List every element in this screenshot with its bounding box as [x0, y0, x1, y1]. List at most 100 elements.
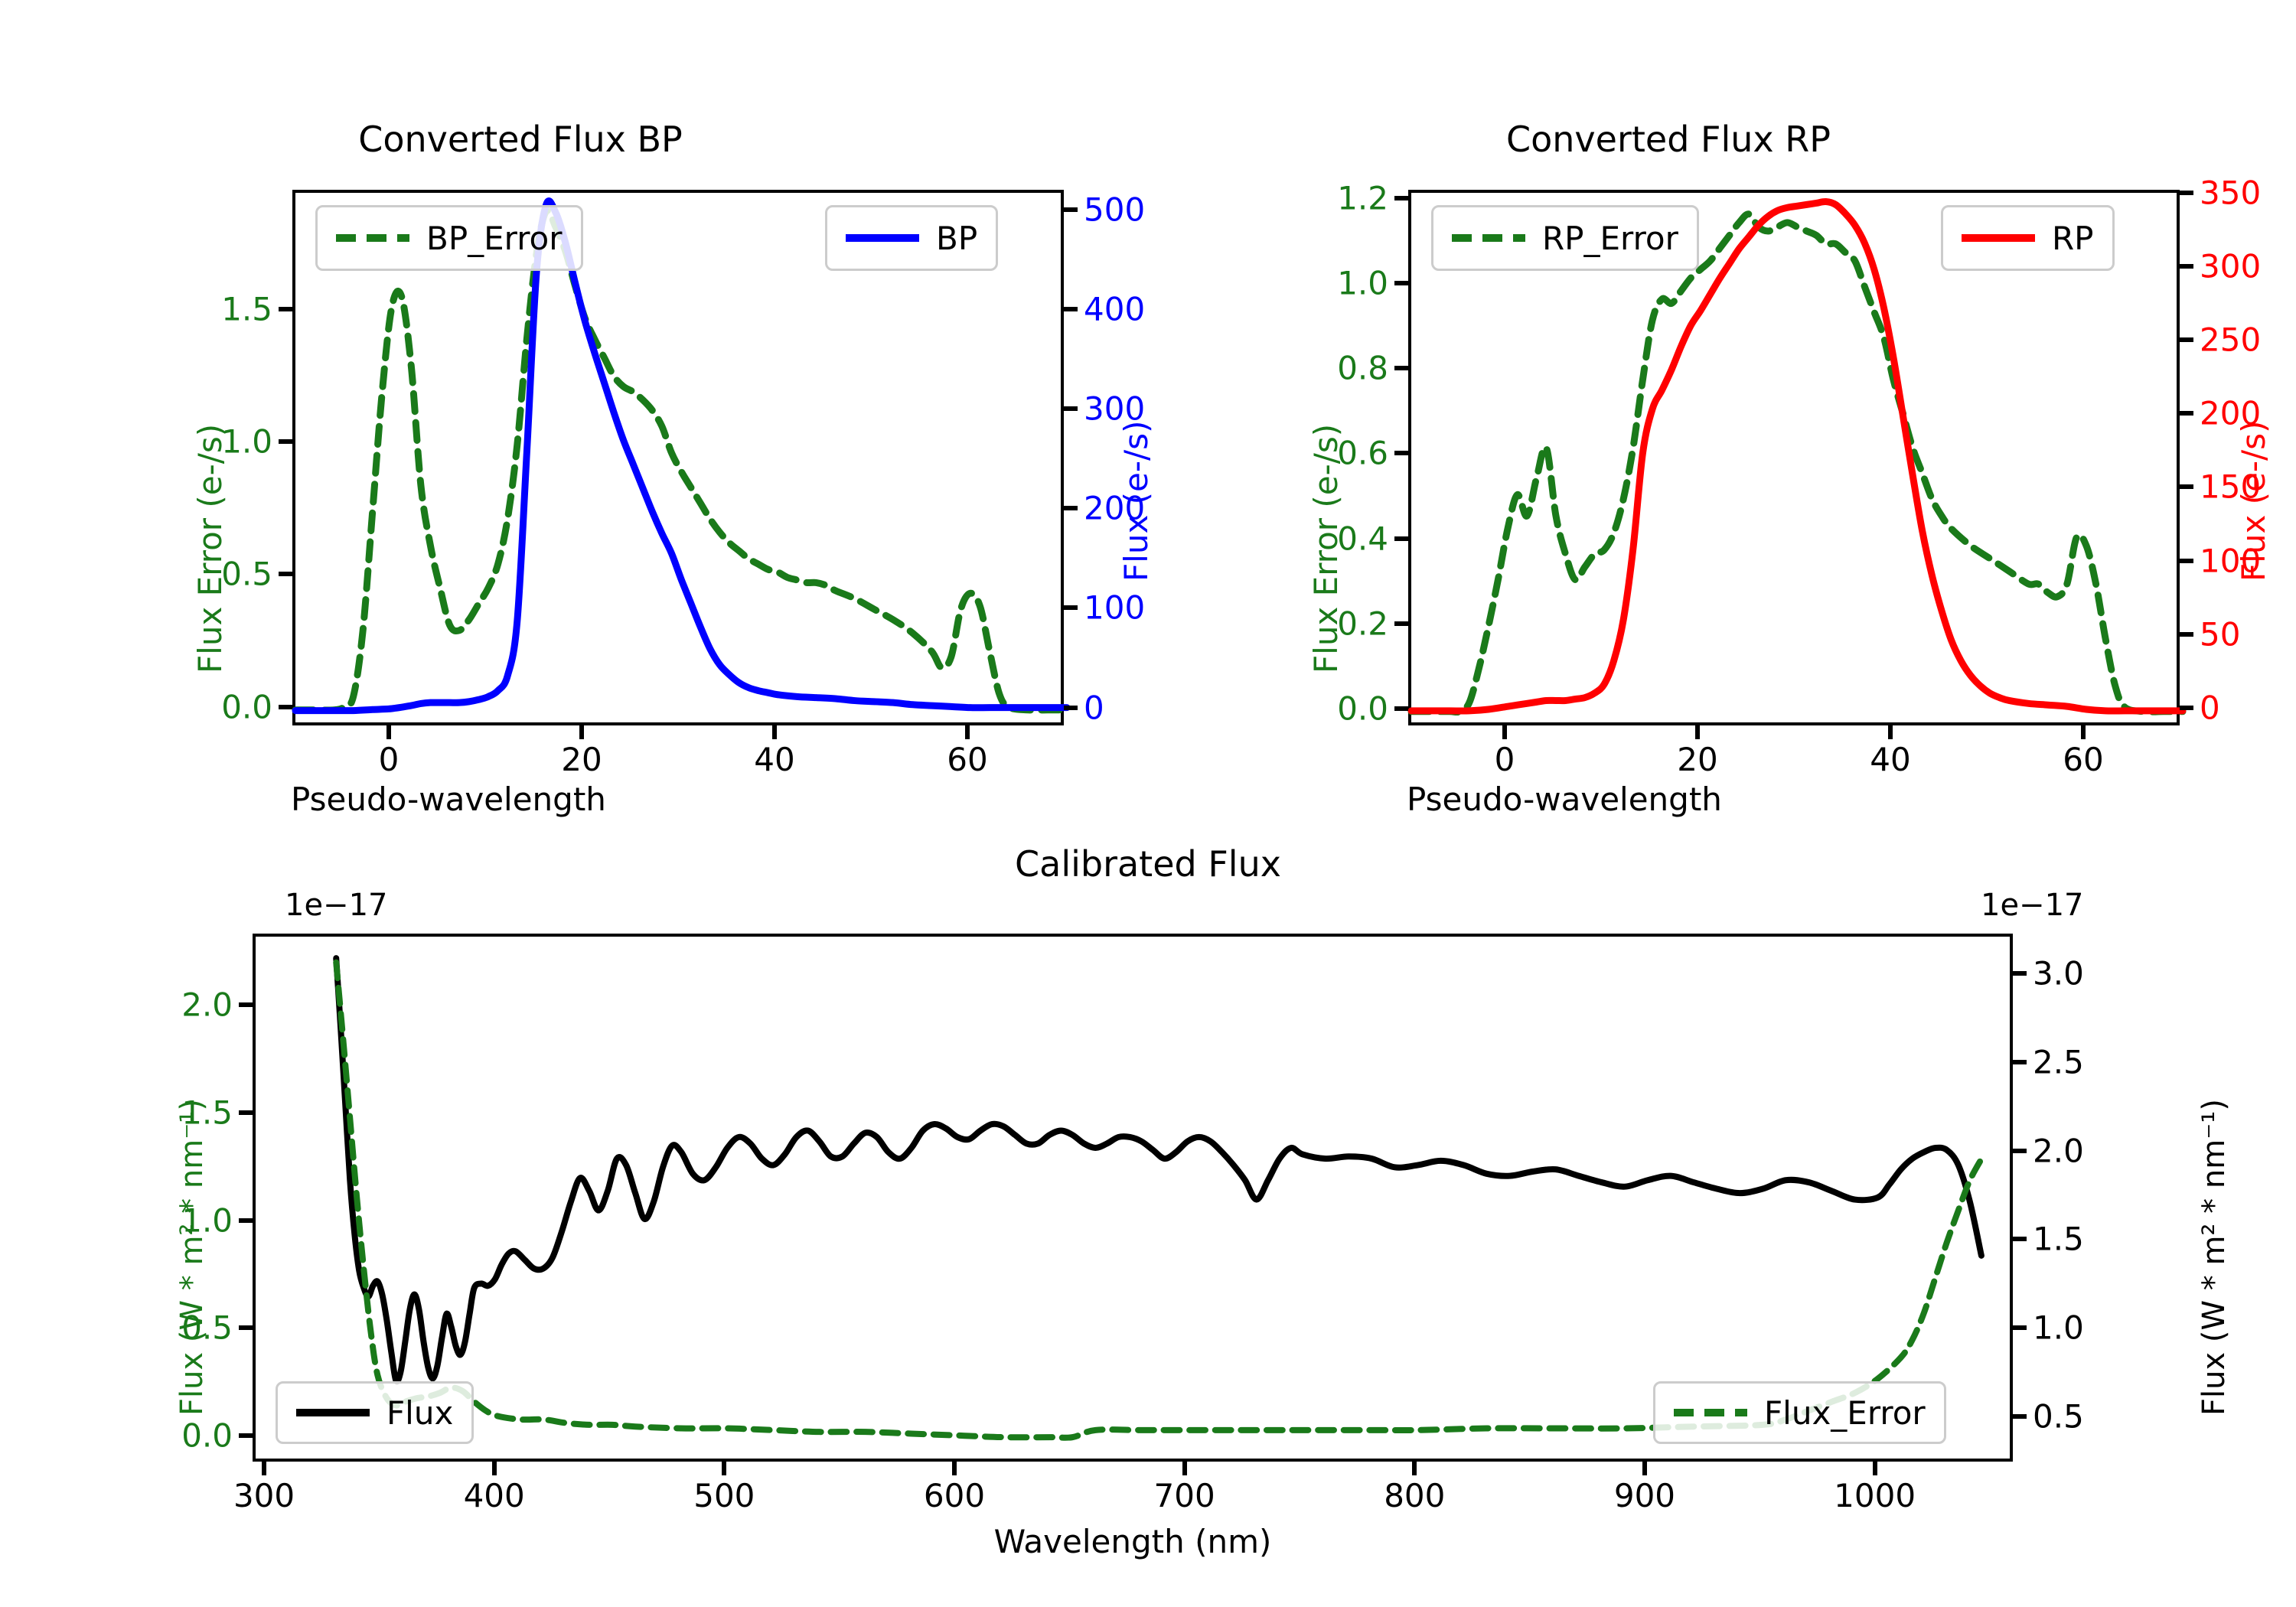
tick-mark	[951, 1462, 957, 1475]
bp-error-legend-label: BP_Error	[426, 219, 563, 257]
rp-x-tick: 20	[1677, 741, 1718, 778]
rp-y-left-tick: 0.6	[1337, 434, 1388, 472]
tick-mark	[279, 439, 292, 445]
rp-y-right-label: Flux (e-/s)	[2235, 420, 2272, 582]
bp-x-tick: 40	[754, 741, 795, 778]
cal-x-tick: 600	[923, 1477, 986, 1514]
bp-y-right-tick: 100	[1084, 588, 1146, 627]
tick-mark	[1394, 366, 1408, 371]
cal-y-right-offset: 1e−17	[1981, 888, 2084, 923]
tick-mark	[279, 704, 292, 709]
tick-mark	[2180, 705, 2193, 710]
tick-mark	[1394, 706, 1408, 711]
cal-legend-flux[interactable]: Flux	[276, 1381, 475, 1444]
tick-mark	[2013, 1237, 2027, 1242]
bp-y-left-label: Flux Error (e-/s)	[191, 423, 229, 673]
tick-mark	[239, 1002, 253, 1007]
tick-mark	[2180, 484, 2193, 490]
rp-legend-label: RP	[2052, 219, 2094, 257]
tick-mark	[2013, 971, 2027, 976]
tick-mark	[1394, 451, 1408, 456]
panel-converted-flux-bp: Converted Flux BP 0.0 0.5 1.0 1.5 0 100 200 30…	[0, 0, 1155, 818]
tick-mark	[1394, 621, 1408, 626]
cal-y-left-label: Flux (W * m² * nm⁻¹)	[174, 1099, 210, 1416]
tick-mark	[2180, 337, 2193, 343]
rp-plot-area	[1407, 198, 2187, 716]
series-rp-error	[1407, 210, 2187, 716]
tick-mark	[1064, 605, 1078, 611]
cal-x-tick: 300	[233, 1477, 295, 1514]
bp-x-tick: 60	[947, 741, 988, 778]
cal-x-tick: 1000	[1834, 1477, 1916, 1514]
tick-mark	[2013, 1059, 2027, 1064]
rp-y-left-tick: 0.4	[1337, 520, 1388, 558]
cal-y-right-label: Flux (W * m² * nm⁻¹)	[2197, 1099, 2232, 1416]
tick-mark	[239, 1325, 253, 1331]
tick-mark	[239, 1217, 253, 1223]
rp-plot-frame	[1407, 190, 2187, 725]
tick-mark	[239, 1433, 253, 1439]
tick-mark	[2081, 725, 2086, 739]
rp-y-right-tick: 50	[2200, 615, 2241, 654]
tick-mark	[262, 1462, 267, 1475]
bp-plot-frame	[292, 190, 1071, 725]
tick-mark	[1182, 1462, 1187, 1475]
rp-y-right-tick: 200	[2200, 394, 2262, 432]
rp-y-right-tick: 250	[2200, 321, 2262, 359]
rp-y-left-tick: 1.2	[1337, 179, 1388, 217]
cal-y-left-tick: 1.5	[181, 1094, 233, 1132]
series-bp-error	[292, 207, 1071, 714]
bp-x-tick: 20	[561, 741, 602, 778]
bp-legend-error[interactable]: BP_Error	[315, 205, 583, 271]
cal-y-left-tick: 0.5	[181, 1309, 233, 1347]
cal-y-left-tick: 0.0	[181, 1416, 233, 1455]
bp-x-label: Pseudo-wavelength	[291, 781, 606, 818]
tick-mark	[279, 306, 292, 311]
tick-mark	[579, 725, 584, 739]
rp-x-tick: 0	[1494, 741, 1515, 778]
bp-x-tick: 0	[378, 741, 400, 778]
rp-y-left-label: Flux Error (e-/s)	[1307, 423, 1345, 673]
rp-panel-title: Converted Flux RP	[1506, 119, 1831, 160]
tick-mark	[1642, 1462, 1647, 1475]
tick-mark	[1872, 1462, 1877, 1475]
bp-y-left-tick: 1.0	[221, 422, 272, 461]
tick-mark	[722, 1462, 727, 1475]
rp-y-left-tick: 0.2	[1337, 605, 1388, 643]
tick-mark	[2180, 190, 2193, 195]
panel-calibrated-flux: Calibrated Flux 1e−17 1e−17 0.0 0.5 1.0 1.5…	[0, 811, 2296, 1607]
bp-y-left-tick: 0.0	[221, 688, 272, 726]
cal-y-right-tick: 2.5	[2033, 1043, 2084, 1081]
cal-flux-legend-label: Flux	[386, 1393, 454, 1432]
rp-x-tick: 40	[1870, 741, 1911, 778]
cal-panel-title: Calibrated Flux	[1015, 843, 1281, 885]
cal-legend-error[interactable]: Flux_Error	[1653, 1381, 1946, 1444]
cal-x-tick: 900	[1613, 1477, 1676, 1514]
tick-mark	[386, 725, 391, 739]
tick-mark	[1394, 196, 1408, 201]
tick-mark	[1502, 725, 1507, 739]
bp-y-right-tick: 300	[1084, 390, 1146, 428]
series-rp	[1407, 198, 2187, 715]
rp-legend-error[interactable]: RP_Error	[1431, 205, 1699, 271]
rp-x-tick: 60	[2063, 741, 2104, 778]
bp-legend-flux[interactable]: BP	[825, 205, 999, 271]
bp-y-right-tick: 200	[1084, 489, 1146, 527]
cal-x-tick: 700	[1153, 1477, 1215, 1514]
tick-mark	[1064, 307, 1078, 312]
rp-legend-flux[interactable]: RP	[1941, 205, 2115, 271]
tick-mark	[279, 572, 292, 577]
tick-mark	[239, 1110, 253, 1115]
cal-x-tick: 500	[693, 1477, 755, 1514]
bp-y-right-tick: 0	[1084, 689, 1104, 727]
tick-mark	[1064, 506, 1078, 511]
cal-error-legend-label: Flux_Error	[1764, 1393, 1926, 1432]
panel-converted-flux-rp: Converted Flux RP 0.0 0.2 0.4 0.6 0.8 1.0 1.2 …	[1148, 0, 2296, 818]
cal-x-tick: 800	[1384, 1477, 1446, 1514]
cal-x-label: Wavelength (nm)	[993, 1523, 1272, 1560]
cal-x-tick: 400	[463, 1477, 525, 1514]
tick-mark	[1064, 406, 1078, 412]
tick-mark	[1064, 705, 1078, 710]
tick-mark	[2013, 1325, 2027, 1331]
